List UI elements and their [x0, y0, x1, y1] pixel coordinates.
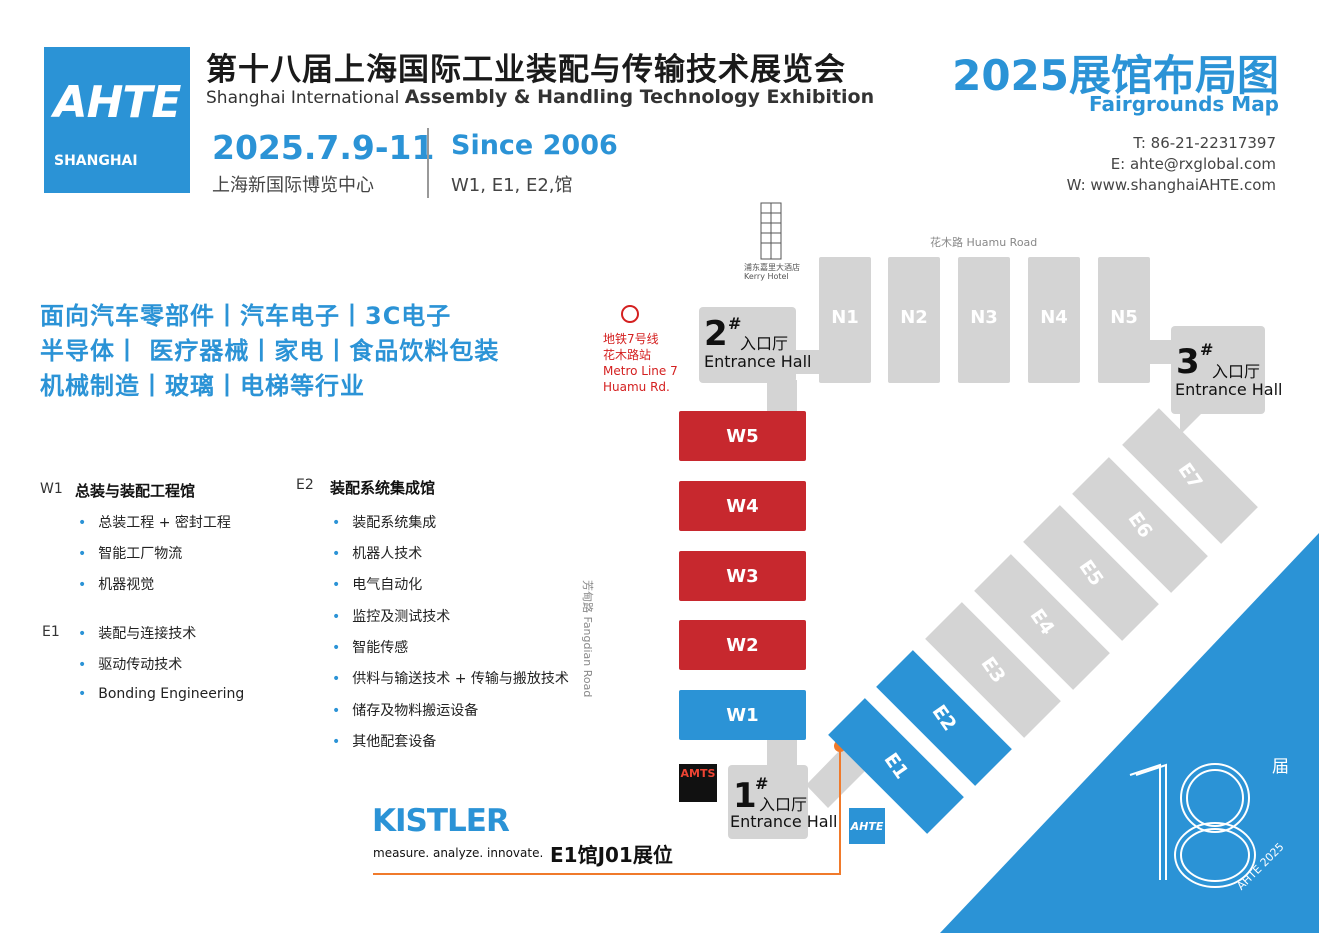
hall-e5-label: E5: [1074, 555, 1108, 591]
entrance-3-num: 3: [1176, 342, 1200, 382]
kerry-hotel-cn: 浦东嘉里大酒店: [744, 263, 800, 272]
map-title-cn: 2025展馆布局图: [952, 51, 1279, 100]
kistler-tagline: measure. analyze. innovate.: [373, 846, 544, 860]
road-fangdian: 芳甸路 Fangdian Road: [581, 580, 594, 698]
industry-line-3: 机械制造丨玻璃丨电梯等行业: [40, 372, 365, 400]
ahte-logo: AHTE SHANGHAI: [44, 47, 190, 193]
cat-e2-item: 电气自动化: [332, 574, 422, 594]
event-venue: 上海新国际博览中心: [212, 175, 374, 196]
header-divider: [427, 128, 429, 198]
hall-e3-label: E3: [976, 652, 1010, 688]
entrance-1-en: Entrance Hall: [730, 812, 838, 831]
connector-e7: [1180, 410, 1205, 435]
contact-tel: T: 86-21-22317397: [1133, 134, 1276, 152]
hall-n2: N2: [888, 257, 940, 383]
metro-line-4: Huamu Rd.: [603, 380, 670, 394]
route-to-booth: [373, 746, 841, 875]
kistler-logo: KISTLER: [372, 803, 510, 839]
cat-e2-item: 智能传感: [332, 637, 408, 657]
edition-18-graphic: [1129, 763, 1256, 888]
hall-w2: W2: [679, 620, 806, 670]
industry-line-1: 面向汽车零部件丨汽车电子丨3C电子: [40, 302, 452, 330]
event-date: 2025.7.9-11: [212, 128, 435, 167]
cat-e2-title: 装配系统集成馆: [330, 479, 436, 497]
cat-e1-item: Bonding Engineering: [78, 686, 244, 702]
edition-suffix: 届: [1272, 757, 1289, 777]
industry-line-2: 半导体丨 医疗器械丨家电丨食品饮料包装: [40, 337, 500, 365]
cat-e2-item: 装配系统集成: [332, 512, 436, 532]
title-cn: 第十八届上海国际工业装配与传输技术展览会: [206, 52, 846, 88]
entrance-2-num: 2: [704, 314, 728, 354]
hall-n1: N1: [819, 257, 871, 383]
map-title-en: Fairgrounds Map: [1089, 92, 1279, 116]
entrance-1-cn: 入口厅: [759, 795, 808, 814]
cat-e1-item: 装配与连接技术: [78, 623, 196, 643]
entrance-2-en: Entrance Hall: [704, 352, 812, 371]
cat-e2-item: 监控及测试技术: [332, 606, 450, 626]
metro-line-1: 地铁7号线: [603, 332, 659, 346]
hall-e4-label: E4: [1025, 604, 1059, 640]
booth-label: E1馆J01展位: [550, 843, 673, 867]
cat-e1-code: E1: [42, 624, 60, 640]
connector-e1: [806, 745, 868, 808]
contact-email: E: ahte@rxglobal.com: [1110, 155, 1276, 173]
cat-w1-code: W1: [40, 481, 63, 497]
cat-w1-item: 智能工厂物流: [78, 543, 182, 563]
entrance-2-sup: #: [728, 314, 742, 333]
kerry-hotel-en: Kerry Hotel: [744, 272, 789, 281]
connector-w5: [767, 380, 797, 414]
entrance-hall-3: [1171, 326, 1265, 414]
entrance-hall-1: [728, 765, 808, 839]
hall-e1-label: E1: [879, 748, 913, 784]
logo-city: SHANGHAI: [54, 153, 138, 169]
metro-line-3: Metro Line 7: [603, 364, 678, 378]
hall-n3: N3: [958, 257, 1010, 383]
amts-logo: AMTS: [679, 764, 717, 802]
hall-w1: W1: [679, 690, 806, 740]
metro-line-2: 花木路站: [603, 348, 652, 362]
halls-label: W1, E1, E2,馆: [451, 175, 573, 196]
cat-w1-item: 总装工程 + 密封工程: [78, 512, 231, 532]
cat-e2-item: 其他配套设备: [332, 731, 436, 751]
cat-w1-item: 机器视觉: [78, 574, 154, 594]
entrance-3-cn: 入口厅: [1212, 362, 1261, 381]
hall-e6-label: E6: [1123, 507, 1157, 543]
cat-e2-code: E2: [296, 477, 314, 493]
road-huamu: 花木路 Huamu Road: [930, 236, 1038, 249]
entrance-hall-2: [699, 307, 796, 383]
entrance-1-sup: #: [755, 774, 769, 793]
title-en: Shanghai International Assembly & Handli…: [206, 86, 874, 108]
kerry-hotel-icon: [760, 202, 782, 260]
cat-e2-item: 供料与输送技术 + 传输与搬放技术: [332, 668, 569, 688]
corner-triangle: [940, 533, 1319, 933]
contact-web: W: www.shanghaiAHTE.com: [1066, 176, 1276, 194]
since-label: Since 2006: [451, 130, 618, 161]
entrance-3-en: Entrance Hall: [1175, 380, 1283, 399]
hall-e7-label: E7: [1173, 458, 1207, 494]
metro-icon: [621, 305, 639, 323]
hall-w3: W3: [679, 551, 806, 601]
hall-n5: N5: [1098, 257, 1150, 383]
entrance-2-cn: 入口厅: [740, 334, 789, 353]
cat-e2-item: 机器人技术: [332, 543, 422, 563]
entrance-1-num: 1: [733, 776, 757, 816]
hall-w4: W4: [679, 481, 806, 531]
hall-e2-label: E2: [927, 700, 961, 736]
ahte-small-logo: AHTE: [849, 808, 885, 844]
cat-e1-item: 驱动传动技术: [78, 654, 182, 674]
entrance-3-sup: #: [1200, 340, 1214, 359]
title-en-prefix: Shanghai International: [206, 88, 400, 108]
title-en-main: Assembly & Handling Technology Exhibitio…: [404, 86, 875, 108]
cat-w1-title: 总装与装配工程馆: [75, 482, 196, 500]
hall-w5: W5: [679, 411, 806, 461]
hall-n4: N4: [1028, 257, 1080, 383]
cat-e2-item: 储存及物料搬运设备: [332, 700, 478, 720]
logo-mark: AHTE: [53, 77, 182, 128]
